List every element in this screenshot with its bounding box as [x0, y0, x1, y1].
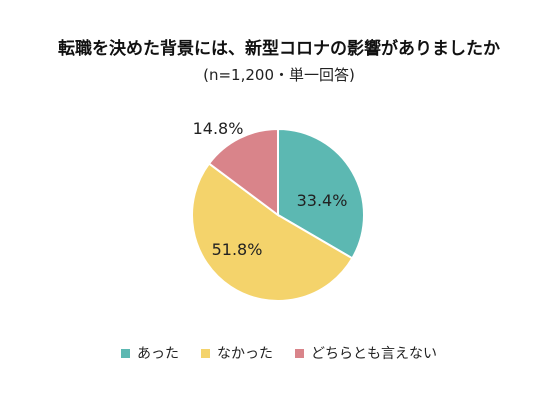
pie-label-0: 33.4% [297, 191, 348, 210]
pie-label-1: 51.8% [212, 240, 263, 259]
chart-legend: あった なかった どちらとも言えない [0, 343, 558, 363]
pie-label-2: 14.8% [193, 119, 244, 138]
legend-label-0: あった [137, 346, 179, 362]
chart-subtitle: (n=1,200・単一回答) [203, 66, 355, 84]
chart-title: 転職を決めた背景には、新型コロナの影響がありましたか [58, 39, 500, 59]
pie-slice-2 [207, 127, 279, 217]
legend-label-2: どちらとも言えない [311, 346, 437, 362]
legend-swatch-0 [121, 348, 130, 358]
legend-label-1: なかった [217, 346, 273, 362]
legend-item-2: どちらとも言えない [295, 343, 437, 363]
legend-swatch-2 [295, 348, 304, 358]
legend-swatch-1 [201, 348, 210, 358]
pie-slice-1 [191, 162, 354, 302]
legend-item-1: なかった [201, 343, 273, 363]
legend-item-0: あった [121, 343, 179, 363]
pie-slice-0 [277, 127, 365, 260]
